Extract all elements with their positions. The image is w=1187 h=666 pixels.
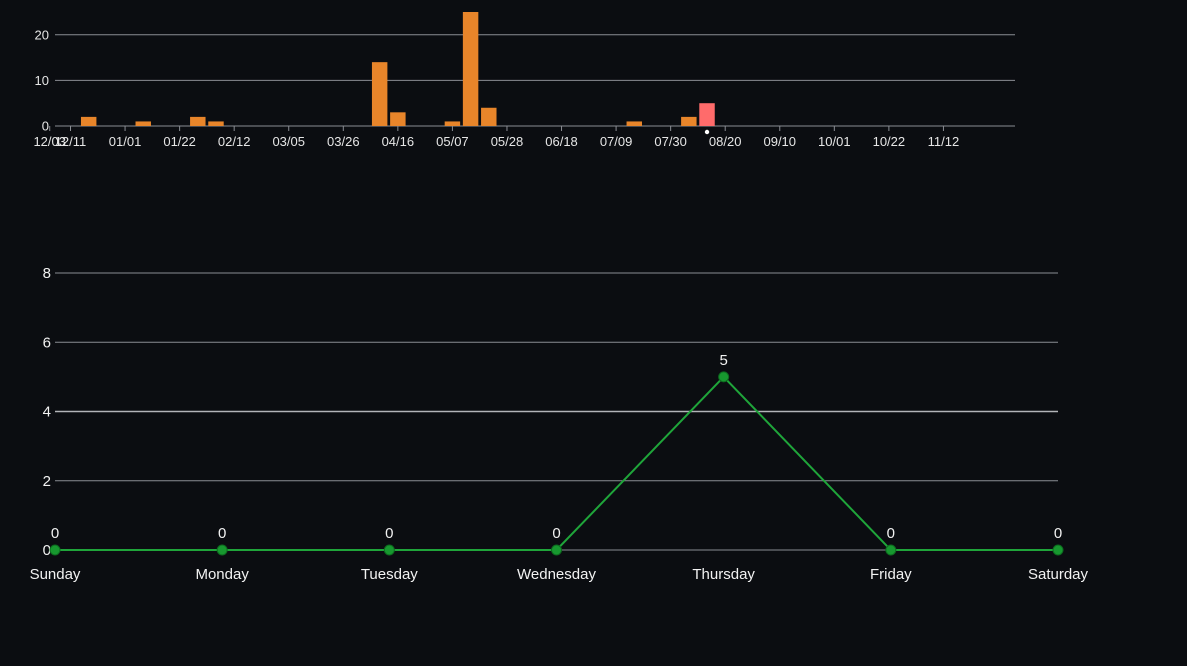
x-tick-label: Saturday [1028, 566, 1089, 583]
data-label: 5 [719, 352, 727, 369]
data-point[interactable] [718, 371, 730, 383]
y-tick-label: 4 [43, 404, 51, 421]
x-tick-label: 07/30 [654, 134, 687, 149]
x-tick-label: 12/03 [33, 134, 66, 149]
y-tick-label: 0 [42, 119, 49, 134]
data-label: 0 [887, 525, 895, 542]
bar[interactable] [135, 121, 151, 126]
data-label: 0 [385, 525, 393, 542]
x-tick-label: Sunday [30, 566, 81, 583]
data-label: 0 [51, 525, 59, 542]
x-tick-label: 01/22 [163, 134, 196, 149]
y-tick-label: 20 [35, 27, 49, 42]
bar[interactable] [626, 121, 643, 126]
weekday-line-chart: 0 2 4 6 8 Sunday Monday Tuesday Wednesday Thursda… [30, 265, 1089, 583]
y-tick-label: 10 [35, 73, 49, 88]
y-tick-label: 8 [43, 265, 51, 282]
x-tick-label: 08/20 [709, 134, 742, 149]
x-tick-label: Friday [870, 566, 912, 583]
x-tick-label: 11/12 [928, 134, 960, 149]
bar[interactable] [390, 112, 406, 126]
x-tick-label: 03/26 [327, 134, 360, 149]
bar-selected[interactable] [699, 103, 715, 126]
y-tick-label: 6 [43, 334, 51, 351]
bar[interactable] [80, 116, 97, 126]
x-tick-label: 07/09 [600, 134, 633, 149]
bar[interactable] [444, 121, 461, 126]
data-label: 0 [218, 525, 226, 542]
x-tick-label: Wednesday [517, 566, 596, 583]
x-tick-label: 09/10 [763, 134, 796, 149]
bar[interactable] [190, 116, 206, 126]
x-tick-label: 10/01 [818, 134, 851, 149]
x-tick-label: 10/22 [873, 134, 906, 149]
y-tick-label: 2 [43, 473, 51, 490]
selected-week-dot [704, 129, 710, 135]
x-tick-label: 01/01 [109, 134, 142, 149]
bar[interactable] [481, 107, 497, 126]
data-label: 0 [1054, 525, 1062, 542]
x-tick-label: Thursday [692, 566, 755, 583]
data-point[interactable] [1052, 544, 1064, 556]
x-tick-label: 05/07 [436, 134, 469, 149]
x-tick-label: 02/12 [218, 134, 251, 149]
x-tick-label: 05/28 [491, 134, 524, 149]
bar[interactable] [208, 121, 224, 126]
x-tick-label: Monday [195, 566, 249, 583]
weekly-bar-chart: 0 10 20 12/11 01/01 01/22 02/12 03/05 03/26 04/16… [33, 12, 1015, 149]
x-tick-label: 03/05 [272, 134, 305, 149]
x-tick-label: Tuesday [361, 566, 418, 583]
x-tick-label: 12/11 [55, 134, 87, 149]
y-tick-label: 0 [43, 542, 51, 559]
bar[interactable] [462, 12, 479, 126]
data-point[interactable] [49, 544, 61, 556]
bar[interactable] [681, 116, 697, 126]
data-point[interactable] [383, 544, 395, 556]
x-tick-label: 04/16 [382, 134, 415, 149]
data-point[interactable] [551, 544, 562, 556]
x-tick-label: 06/18 [545, 134, 578, 149]
data-point[interactable] [216, 544, 228, 556]
data-label: 0 [552, 525, 560, 542]
data-point[interactable] [885, 544, 897, 556]
bar[interactable] [371, 62, 388, 126]
